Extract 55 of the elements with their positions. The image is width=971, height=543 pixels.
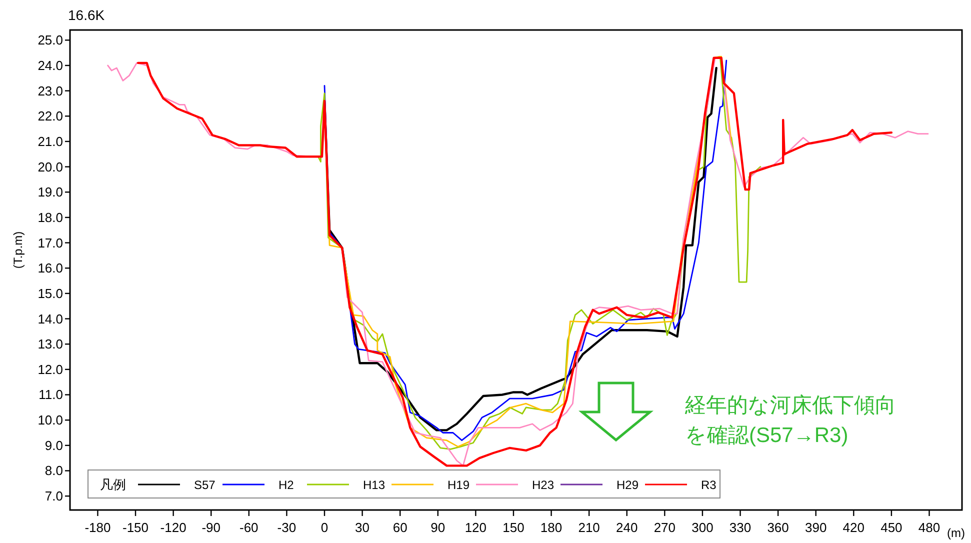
y-tick-label: 10.0	[38, 412, 63, 428]
legend-title: 凡例	[100, 477, 126, 492]
annotation: を確認(S57→R3)	[685, 424, 848, 447]
annotation: 経年的な河床低下傾向	[684, 394, 896, 417]
y-tick-label: 14.0	[38, 311, 63, 326]
legend-label: R3	[701, 478, 717, 492]
x-tick-label: 240	[616, 520, 638, 535]
y-tick-label: 23.0	[38, 83, 63, 98]
chart-title: 16.6K	[68, 7, 106, 23]
x-tick-label: 480	[918, 520, 940, 535]
y-axis-title: (T.p.m)	[11, 231, 25, 269]
x-tick-label: 90	[430, 520, 446, 535]
y-tick-label: 20.0	[38, 159, 63, 174]
x-tick-label: 300	[692, 520, 714, 535]
x-tick-label: 210	[578, 520, 600, 535]
y-tick-label: 21.0	[38, 134, 63, 149]
x-tick-label: 0	[320, 520, 328, 535]
y-tick-label: 17.0	[38, 235, 63, 250]
x-tick-label: 120	[464, 520, 487, 535]
y-tick-label: 7.0	[44, 488, 63, 504]
x-tick-label: 180	[540, 520, 562, 535]
x-tick-label: 360	[767, 520, 789, 535]
x-tick-label: -150	[122, 520, 149, 535]
x-tick-label: 420	[842, 520, 864, 535]
x-tick-label: 150	[502, 520, 524, 535]
y-tick-label: 22.0	[38, 108, 63, 124]
y-tick-label: 15.0	[38, 286, 63, 301]
x-tick-label: -60	[240, 520, 258, 535]
legend-label: H19	[448, 478, 470, 492]
y-tick-label: 18.0	[38, 210, 63, 225]
x-axis-title: (m)	[947, 526, 965, 540]
y-tick-label: 12.0	[38, 362, 63, 377]
legend-label: H13	[363, 478, 386, 492]
x-tick-label: 390	[805, 520, 827, 535]
x-tick-label: -90	[202, 520, 221, 535]
y-tick-label: 24.0	[38, 58, 63, 73]
x-tick-label: 270	[654, 520, 676, 535]
y-tick-label: 8.0	[44, 463, 63, 478]
legend-label: S57	[194, 478, 216, 492]
x-tick-label: -180	[84, 520, 111, 535]
legend-label: H2	[278, 478, 294, 492]
x-tick-label: -30	[277, 520, 296, 535]
x-tick-label: 330	[729, 520, 752, 535]
y-tick-label: 13.0	[38, 336, 63, 352]
x-tick-label: 60	[392, 520, 408, 535]
x-tick-label: 30	[355, 520, 370, 535]
y-tick-label: 16.0	[38, 260, 63, 276]
y-tick-label: 9.0	[44, 438, 63, 453]
y-tick-label: 11.0	[38, 387, 63, 402]
y-tick-label: 25.0	[38, 32, 63, 48]
legend-label: H23	[532, 478, 554, 492]
legend-label: H29	[616, 478, 639, 492]
x-tick-label: -120	[160, 520, 186, 535]
x-tick-label: 450	[880, 520, 902, 535]
y-tick-label: 19.0	[38, 184, 63, 200]
